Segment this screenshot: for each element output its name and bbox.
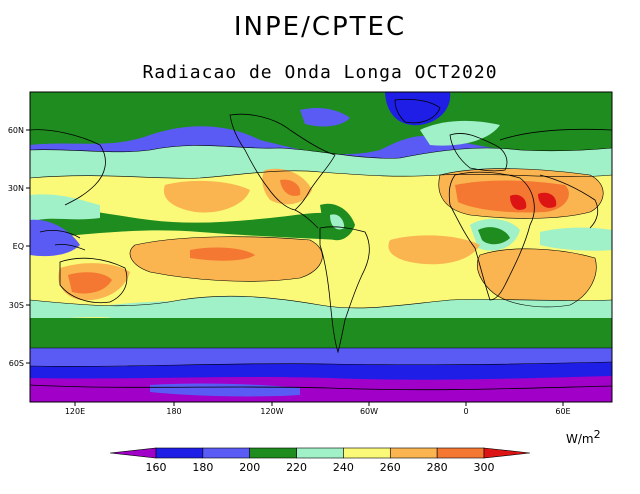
colorbar-tick-label: 180	[192, 461, 213, 474]
colorbar-tick-label: 200	[239, 461, 260, 474]
lon-label-60w: 60W	[360, 407, 378, 416]
colorbar-segment	[296, 447, 344, 459]
colorbar-segment	[343, 447, 391, 459]
hotspot-sahara	[510, 194, 527, 210]
colorbar: 160 180 200 220 240 260 280 300	[109, 447, 531, 474]
colorbar-tick-label: 160	[146, 461, 167, 474]
lat-label-30s: 30S	[9, 301, 24, 310]
colorbar-segment	[249, 447, 297, 459]
lat-label-eq: EQ	[13, 242, 24, 251]
units-text: W/m	[566, 432, 594, 446]
colorbar-segment	[202, 447, 251, 459]
lat-axis: 60N 30N EQ 30S 60S	[8, 126, 30, 368]
blob-maritime-continent	[30, 219, 80, 257]
contour-lines	[30, 145, 612, 367]
lon-label-120w: 120W	[260, 407, 283, 416]
colorbar-segment	[109, 447, 157, 459]
lon-label-180: 180	[166, 407, 181, 416]
band-south-darkblue	[30, 362, 612, 380]
colorbar-units: W/m2	[566, 428, 601, 446]
colorbar-tick-label: 240	[333, 461, 354, 474]
region-n-pacific	[163, 180, 250, 213]
lat-label-30n: 30N	[8, 184, 24, 193]
band-antarctic	[30, 376, 612, 402]
title: INPE/CPTEC	[233, 12, 407, 42]
lat-label-60s: 60S	[9, 359, 24, 368]
band-south-blue	[30, 348, 612, 366]
colorbar-tick-label: 220	[286, 461, 307, 474]
lon-label-60e: 60E	[555, 407, 570, 416]
map-frame	[29, 91, 613, 403]
blob-greenland	[385, 92, 451, 126]
lon-label-0: 0	[463, 407, 468, 416]
band-north-mint	[30, 145, 612, 179]
colorbar-segment	[389, 447, 438, 459]
band-itcz-pacific	[30, 208, 340, 240]
region-s-atlantic	[388, 235, 480, 265]
colorbar-segment	[483, 447, 531, 459]
colorbar-tick-label: 300	[474, 461, 495, 474]
hotspot-arabia	[538, 192, 557, 208]
units-exponent: 2	[593, 428, 601, 441]
lon-axis: 120E 180 120W 60W 0 60E	[65, 402, 571, 416]
lat-label-60n: 60N	[8, 126, 24, 135]
blob-congo	[478, 227, 510, 245]
lon-label-120e: 120E	[65, 407, 85, 416]
colorbar-segment	[436, 447, 485, 459]
map-field	[30, 92, 612, 402]
colorbar-tick-label: 280	[427, 461, 448, 474]
colorbar-segment	[155, 447, 204, 459]
region-s-indian-ocean	[477, 248, 597, 307]
coastlines	[30, 98, 612, 391]
colorbar-tick-label: 260	[380, 461, 401, 474]
subtitle: Radiacao de Onda Longa OCT2020	[142, 62, 498, 83]
